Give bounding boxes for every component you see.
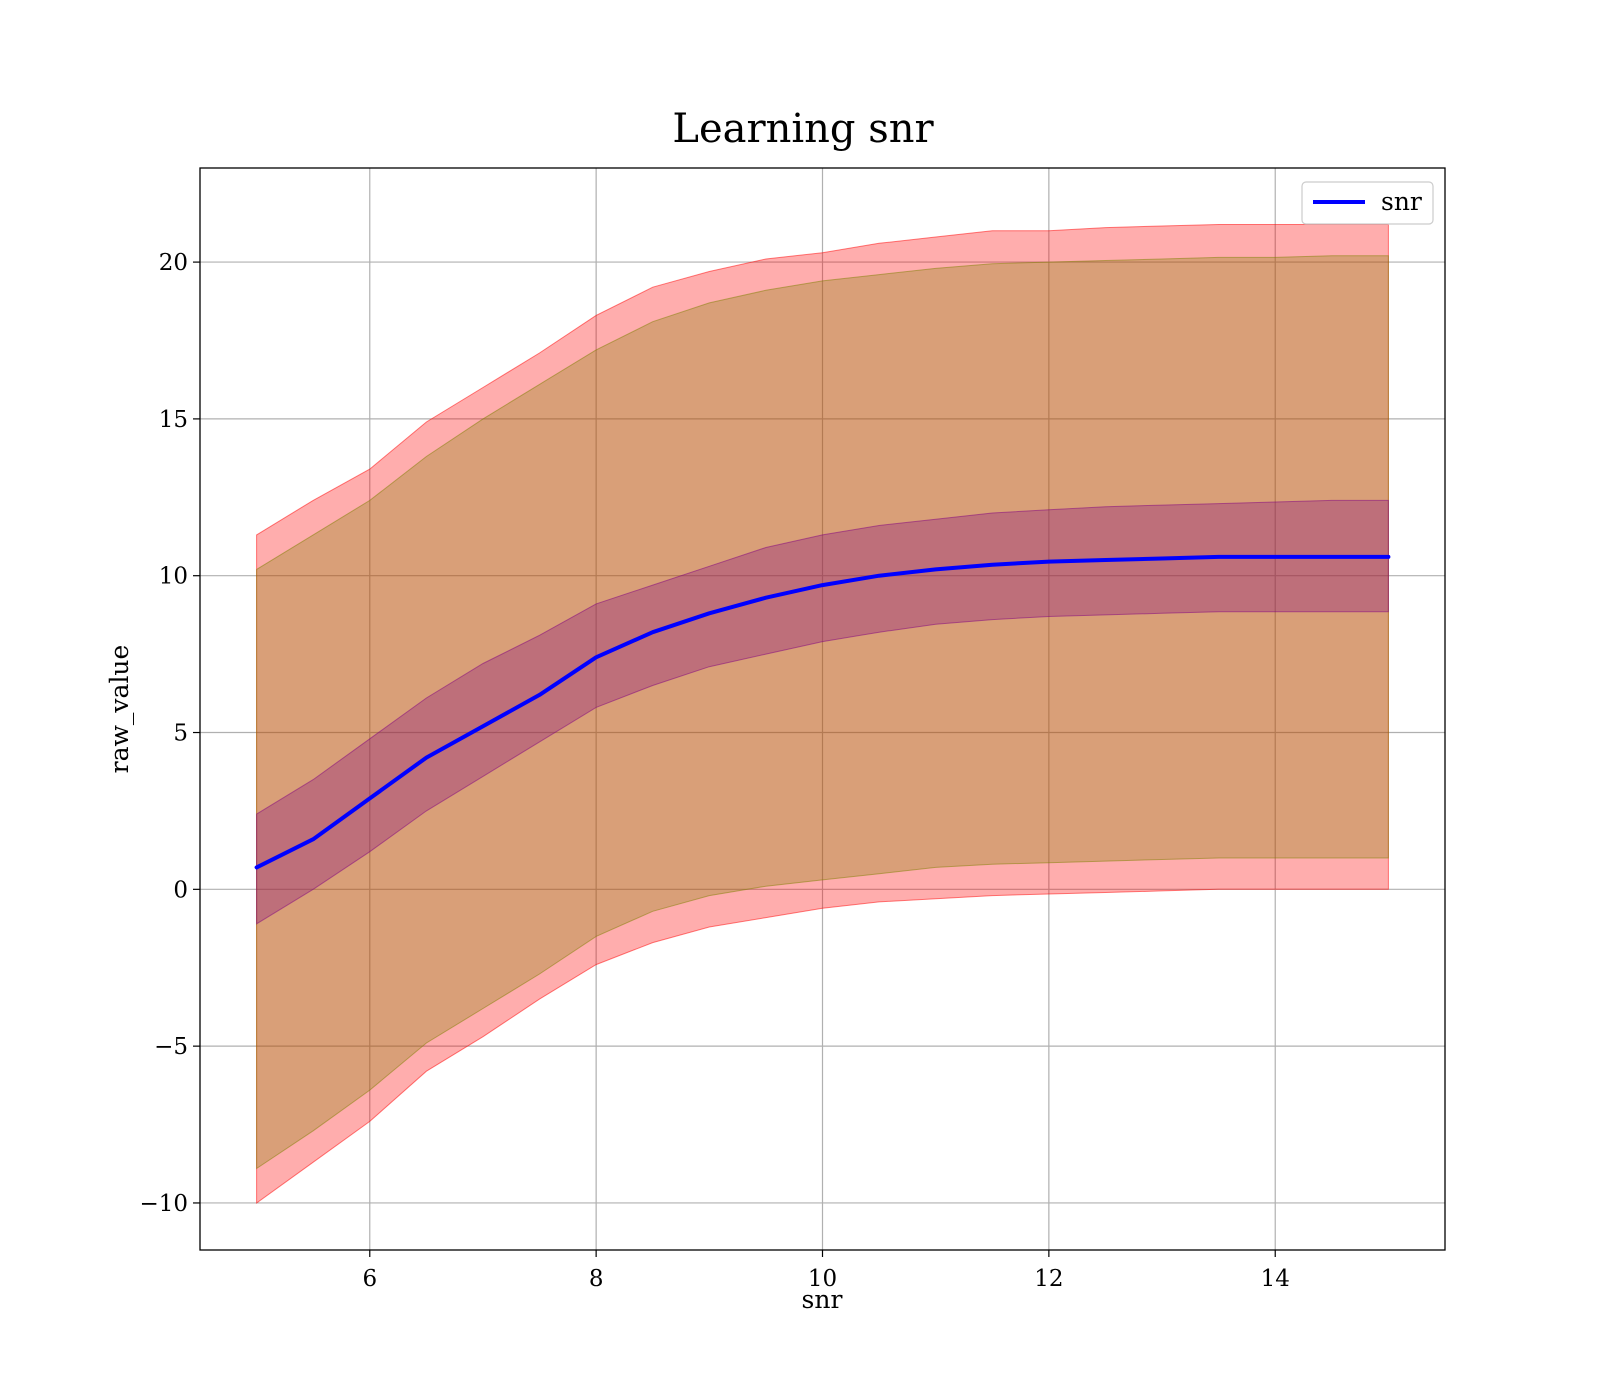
middle-band — [256, 255, 1389, 1170]
y-tick-label: −5 — [154, 1034, 188, 1060]
y-tick-label: 0 — [173, 877, 188, 903]
x-tick-label: 8 — [589, 1266, 604, 1292]
legend-box — [1301, 181, 1434, 225]
axis-ticks: 6 8 10 12 14 −10 −5 0 5 10 15 20 — [139, 250, 1289, 1292]
x-tick-label: 6 — [362, 1266, 377, 1292]
y-tick-label: 15 — [159, 407, 188, 433]
y-tick-label: 10 — [159, 564, 188, 590]
y-tick-label: 5 — [173, 721, 188, 747]
y-tick-label: 20 — [159, 250, 188, 276]
confidence-bands — [256, 224, 1389, 1204]
grid — [200, 168, 1445, 1250]
x-axis-label: snr — [802, 1285, 843, 1314]
y-tick-label: −10 — [139, 1191, 188, 1217]
legend: snr — [1301, 181, 1434, 225]
series-lines — [254, 554, 1391, 870]
x-tick-label: 12 — [1034, 1266, 1063, 1292]
legend-label-snr: snr — [1381, 187, 1422, 216]
series-line-snr — [254, 554, 1391, 870]
inner-band — [256, 499, 1389, 925]
y-axis-label: raw_value — [105, 645, 134, 774]
outer-band — [256, 224, 1389, 1204]
x-tick-label: 10 — [808, 1266, 837, 1292]
x-tick-label: 14 — [1261, 1266, 1290, 1292]
chart-title: Learning snr — [672, 106, 934, 152]
